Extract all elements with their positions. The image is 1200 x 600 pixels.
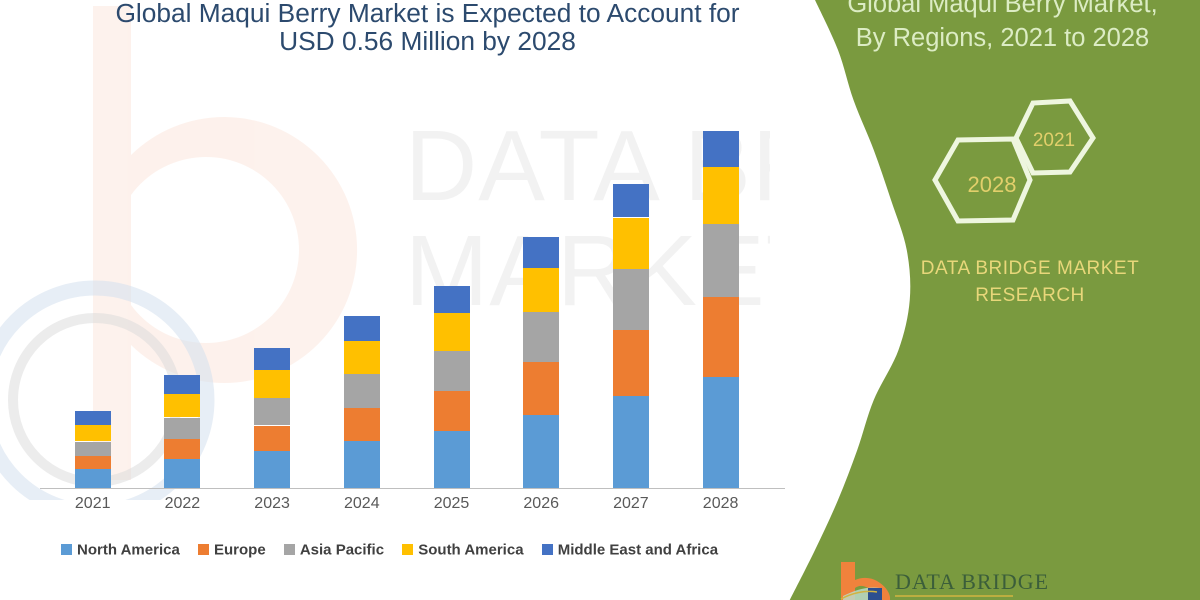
- svg-text:DATA BRIDGE: DATA BRIDGE: [895, 569, 1049, 594]
